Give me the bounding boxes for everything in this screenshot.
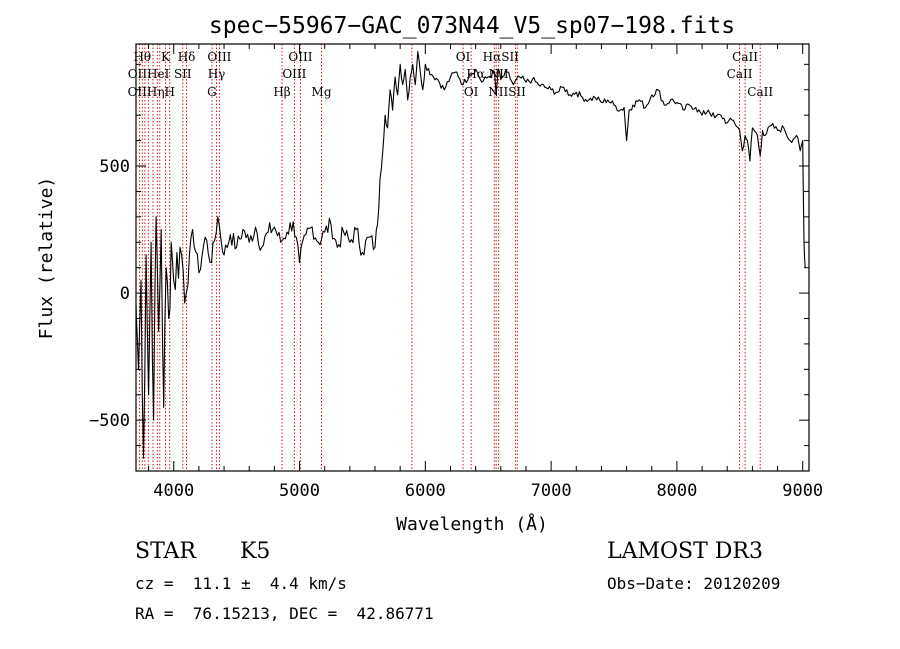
line-label: Hβ <box>273 85 290 99</box>
line-label: CaII <box>727 67 753 81</box>
survey-name: LAMOST DR3 <box>607 539 763 564</box>
x-tick-label: 6000 <box>405 481 446 501</box>
observation-date: Obs−Date: 20120209 <box>607 574 781 593</box>
line-label: OI <box>456 50 471 64</box>
spectral-subclass: K5 <box>240 539 271 564</box>
x-tick-label: 9000 <box>782 481 823 501</box>
line-label: OIIHη <box>128 85 165 99</box>
axis-ticks: 4000 5000 6000 7000 8000 9000 −500 0 500 <box>89 44 823 501</box>
line-label: G <box>207 85 217 99</box>
coordinates: RA = 76.15213, DEC = 42.86771 <box>135 604 434 623</box>
y-tick-label: 500 <box>99 157 130 177</box>
redshift-velocity: cz = 11.1 ± 4.4 km/s <box>135 574 347 593</box>
line-label: K <box>161 50 171 64</box>
y-tick-label: 0 <box>120 284 130 304</box>
line-label: OIIHeI <box>128 67 170 81</box>
x-tick-label: 5000 <box>279 481 320 501</box>
object-class: STAR <box>135 539 196 564</box>
line-label: H <box>164 85 174 99</box>
line-label: Mg <box>312 85 332 99</box>
line-label: OI <box>464 85 479 99</box>
y-tick-label: −500 <box>89 411 130 431</box>
line-label: NIISII <box>488 85 526 99</box>
line-label: Hγ <box>208 67 226 81</box>
plot-frame <box>135 43 810 472</box>
chart-title: spec−55967−GAC_073N44_V5_sp07−198.fits <box>209 13 735 39</box>
line-label: HαSII <box>483 50 520 64</box>
line-label: CaII <box>732 50 758 64</box>
spectrum-series-line <box>135 51 806 459</box>
x-tick-label: 7000 <box>531 481 572 501</box>
line-label: OIII <box>282 67 306 81</box>
y-axis-label: Flux (relative) <box>36 177 57 340</box>
x-axis-label: Wavelength (Å) <box>396 513 548 535</box>
x-tick-label: 8000 <box>656 481 697 501</box>
line-label: OIII <box>207 50 231 64</box>
line-label-layer: Hθ K Hδ OIII OIII OI HαSII CaII OIIHeI SII Hγ OIII H… <box>128 50 774 99</box>
line-label: OIII <box>288 50 312 64</box>
line-label: CaII <box>747 85 773 99</box>
line-label: Hθ <box>133 50 151 64</box>
x-tick-label: 4000 <box>153 481 194 501</box>
line-label: SII <box>174 67 192 81</box>
line-label: Hδ <box>178 50 196 64</box>
line-label: Hα <box>466 67 485 81</box>
